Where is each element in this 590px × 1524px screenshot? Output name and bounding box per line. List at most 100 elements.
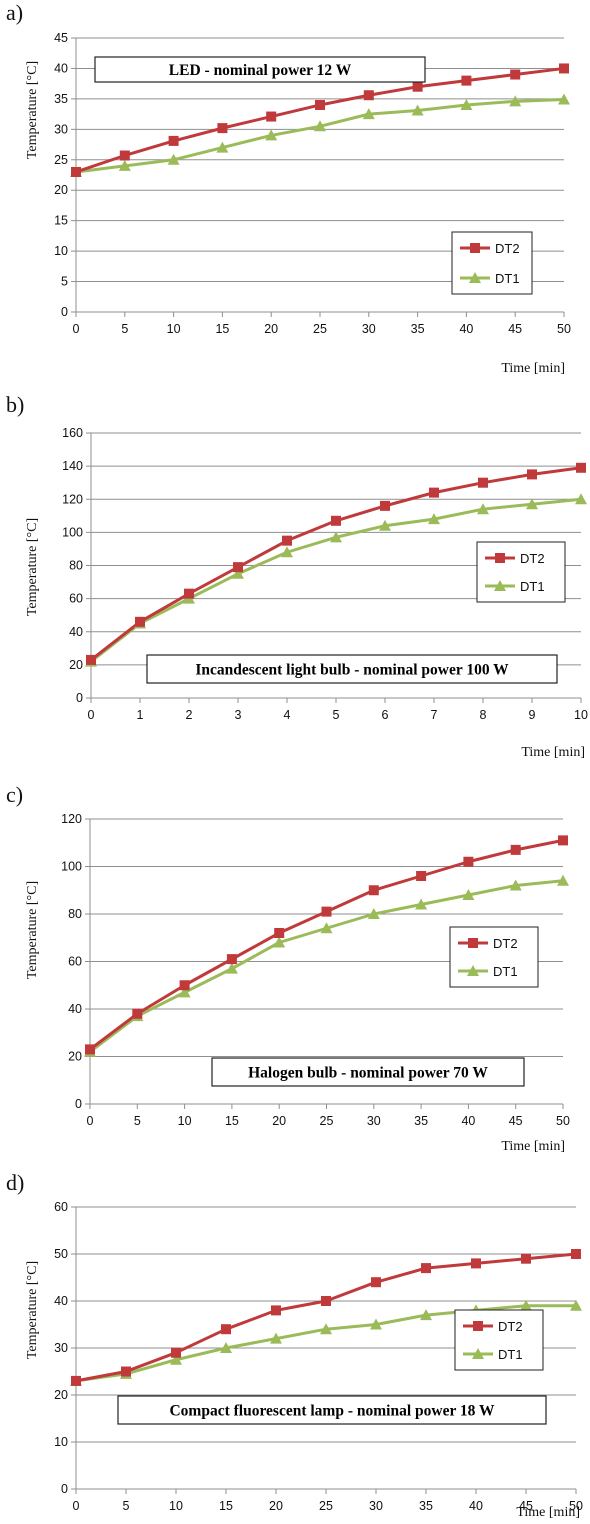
data-point-dt2 [463, 856, 474, 867]
data-point-dt2 [559, 63, 569, 74]
data-point-dt2 [371, 1277, 381, 1288]
data-point-dt2 [521, 1253, 531, 1264]
y-tick-label: 60 [68, 955, 82, 969]
x-tick-label: 4 [284, 708, 291, 722]
x-tick-label: 45 [508, 322, 522, 336]
data-point-dt2 [321, 1296, 331, 1306]
chart-panel-b: b) 0 20 40 60 80 100 120 140 160 0 1 2 3 4 5 6 7 8 9 10 Temp… [0, 392, 590, 772]
x-tick-label: 5 [121, 322, 128, 336]
y-tick-label: 40 [69, 625, 83, 639]
data-point-dt2 [363, 90, 374, 101]
y-tick-label: 100 [62, 525, 83, 539]
y-tick-label: 0 [75, 1097, 82, 1111]
x-axis-title: Time [min] [516, 1505, 580, 1520]
data-point-dt2 [274, 928, 285, 938]
data-point-dt1 [216, 141, 229, 153]
legend-marker [473, 1321, 483, 1331]
x-axis-title: Time [min] [501, 1139, 565, 1154]
chart-title-box [211, 1057, 525, 1087]
y-tick-label: 0 [61, 1482, 68, 1496]
x-tick-label: 10 [167, 322, 181, 336]
x-tick-label: 25 [319, 1499, 333, 1513]
data-point-dt1 [411, 104, 424, 116]
x-tick-label: 20 [264, 322, 278, 336]
data-point-dt1 [178, 986, 191, 998]
legend-label: DT2 [495, 241, 520, 256]
data-point-dt1 [428, 513, 440, 525]
x-tick-label: 45 [509, 1114, 523, 1128]
data-point-dt2 [558, 835, 568, 846]
data-point-dt1 [477, 503, 489, 515]
y-tick-label: 0 [76, 691, 83, 705]
data-point-dt1 [526, 498, 538, 510]
data-point-dt1 [558, 93, 570, 105]
x-tick-label: 50 [556, 1114, 570, 1128]
data-point-dt1 [460, 98, 473, 110]
data-point-dt2 [471, 1258, 481, 1269]
x-tick-label: 30 [367, 1114, 381, 1128]
data-point-dt1 [415, 898, 428, 910]
data-point-dt1 [509, 879, 522, 891]
legend-label: DT1 [520, 579, 545, 594]
legend-label: DT1 [498, 1347, 523, 1362]
x-tick-label: 10 [169, 1499, 183, 1513]
data-point-dt2 [135, 616, 145, 627]
x-tick-label: 3 [235, 708, 242, 722]
y-tick-label: 40 [54, 61, 68, 75]
data-point-dt1 [575, 493, 587, 505]
data-point-dt2 [86, 654, 96, 665]
panel-label: a) [6, 0, 24, 25]
y-tick-label: 10 [54, 244, 68, 258]
line-chart-svg: 0 20 40 60 80 100 120 0 5 10 15 20 25 30 35 40 45 50 Tempe… [25, 812, 570, 1154]
chart-title: Halogen bulb - nominal power 70 W [248, 1065, 488, 1082]
legend-label: DT2 [493, 936, 518, 951]
y-tick-label: 35 [54, 92, 68, 106]
y-tick-label: 80 [68, 907, 82, 921]
legend-label: DT2 [498, 1319, 523, 1334]
x-tick-label: 7 [431, 708, 438, 722]
data-point-dt2 [416, 871, 427, 881]
x-tick-label: 0 [73, 1499, 80, 1513]
data-point-dt2 [429, 487, 439, 498]
panel-label: b) [6, 392, 25, 417]
chart-panel-c: c) 0 20 40 60 80 100 120 0 5 10 15 20 25 30 35 40 45 50 Te… [0, 782, 590, 1160]
legend-label: DT1 [495, 271, 520, 286]
y-tick-label: 30 [54, 1341, 68, 1355]
x-tick-label: 35 [419, 1499, 433, 1513]
chart-panel-d: d) 0 10 20 30 40 50 60 0 5 10 15 20 25 30 35 40 45 50 Temp… [0, 1170, 590, 1524]
data-point-dt1 [420, 1309, 432, 1321]
data-point-dt1 [462, 889, 475, 900]
data-point-dt2 [321, 906, 332, 917]
x-tick-label: 30 [369, 1499, 383, 1513]
y-tick-label: 5 [61, 275, 68, 289]
line-chart-svg: 0 10 20 30 40 50 60 0 5 10 15 20 25 30 35 40 45 50 Tempera… [25, 1200, 583, 1520]
x-tick-label: 35 [414, 1114, 428, 1128]
data-point-dt2 [315, 99, 325, 110]
legend-marker [472, 1348, 484, 1359]
x-tick-label: 5 [123, 1499, 130, 1513]
y-tick-label: 20 [68, 1050, 82, 1064]
data-point-dt1 [225, 962, 238, 974]
data-point-dt2 [331, 515, 341, 526]
x-tick-label: 25 [320, 1114, 334, 1128]
y-tick-label: 25 [54, 153, 68, 167]
legend-label: DT1 [493, 964, 518, 979]
y-tick-label: 120 [62, 492, 83, 506]
line-chart-svg: 0 20 40 60 80 100 120 140 160 0 1 2 3 4 5 6 7 8 9 10 Tempera… [25, 426, 588, 760]
y-tick-label: 60 [69, 592, 83, 606]
data-point-dt1 [367, 908, 380, 919]
x-tick-label: 0 [88, 708, 95, 722]
x-tick-label: 35 [411, 322, 425, 336]
x-tick-label: 20 [269, 1499, 283, 1513]
data-point-dt1 [379, 519, 391, 531]
legend-box [449, 926, 539, 988]
y-tick-label: 30 [54, 122, 68, 136]
x-axis-title: Time [min] [521, 745, 585, 760]
data-point-dt2 [527, 469, 537, 480]
y-tick-label: 20 [54, 183, 68, 197]
chart-title-box [94, 56, 426, 83]
data-point-dt1 [557, 874, 569, 886]
data-point-dt1 [320, 922, 333, 934]
y-axis-title: Temperature [°C] [25, 61, 40, 159]
legend-marker [470, 243, 480, 253]
